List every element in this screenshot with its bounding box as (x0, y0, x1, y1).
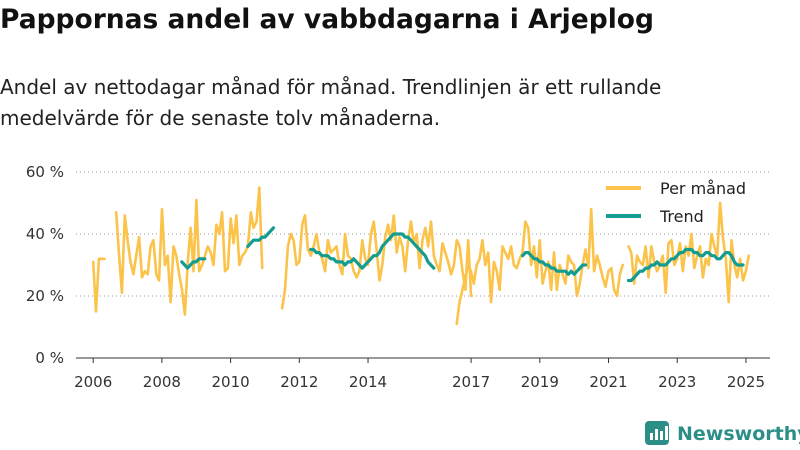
series-line-monthly (455, 207, 625, 326)
series-monthly (91, 186, 751, 326)
series-layer (91, 186, 751, 326)
x-tick-label: 2025 (727, 373, 765, 391)
x-tick-label: 2019 (521, 373, 559, 391)
series-line-monthly (627, 201, 751, 304)
x-tick-label: 2006 (74, 373, 112, 391)
chart-title: Pappornas andel av vabbdagarna i Arjeplo… (0, 4, 654, 35)
x-tick-label: 2012 (280, 373, 318, 391)
series-line-trend (309, 232, 436, 270)
brand-name: Newsworthy (677, 423, 800, 445)
series-line-monthly (91, 257, 106, 313)
series-trend (180, 226, 745, 283)
y-tick-label: 0 % (35, 349, 64, 367)
y-tick-label: 40 % (26, 225, 64, 243)
chart-subtitle: Andel av nettodagar månad för månad. Tre… (0, 75, 662, 130)
legend: Per månad Trend (606, 179, 746, 226)
y-axis: 0 % 20 % 40 % 60 % (26, 163, 64, 367)
x-tick-label: 2023 (658, 373, 696, 391)
series-line-trend (246, 226, 276, 248)
series-line-trend (626, 247, 745, 283)
x-axis: 2006 2008 2010 2012 2014 2017 2019 2021 2023 2025 (74, 357, 770, 391)
y-tick-label: 60 % (26, 163, 64, 181)
newsworthy-logo-icon (645, 421, 669, 445)
series-line-monthly (280, 214, 473, 310)
series-line-monthly (114, 186, 264, 316)
y-tick-label: 20 % (26, 287, 64, 305)
series-line-trend (180, 257, 207, 270)
x-tick-label: 2014 (349, 373, 387, 391)
x-tick-label: 2010 (212, 373, 250, 391)
newsworthy-logo[interactable]: Newsworthy (645, 421, 800, 445)
legend-label-monthly: Per månad (660, 179, 746, 198)
x-tick-label: 2021 (589, 373, 627, 391)
x-tick-label: 2017 (452, 373, 490, 391)
series-line-trend (520, 251, 588, 276)
x-tick-label: 2008 (143, 373, 181, 391)
legend-label-trend: Trend (659, 207, 704, 226)
